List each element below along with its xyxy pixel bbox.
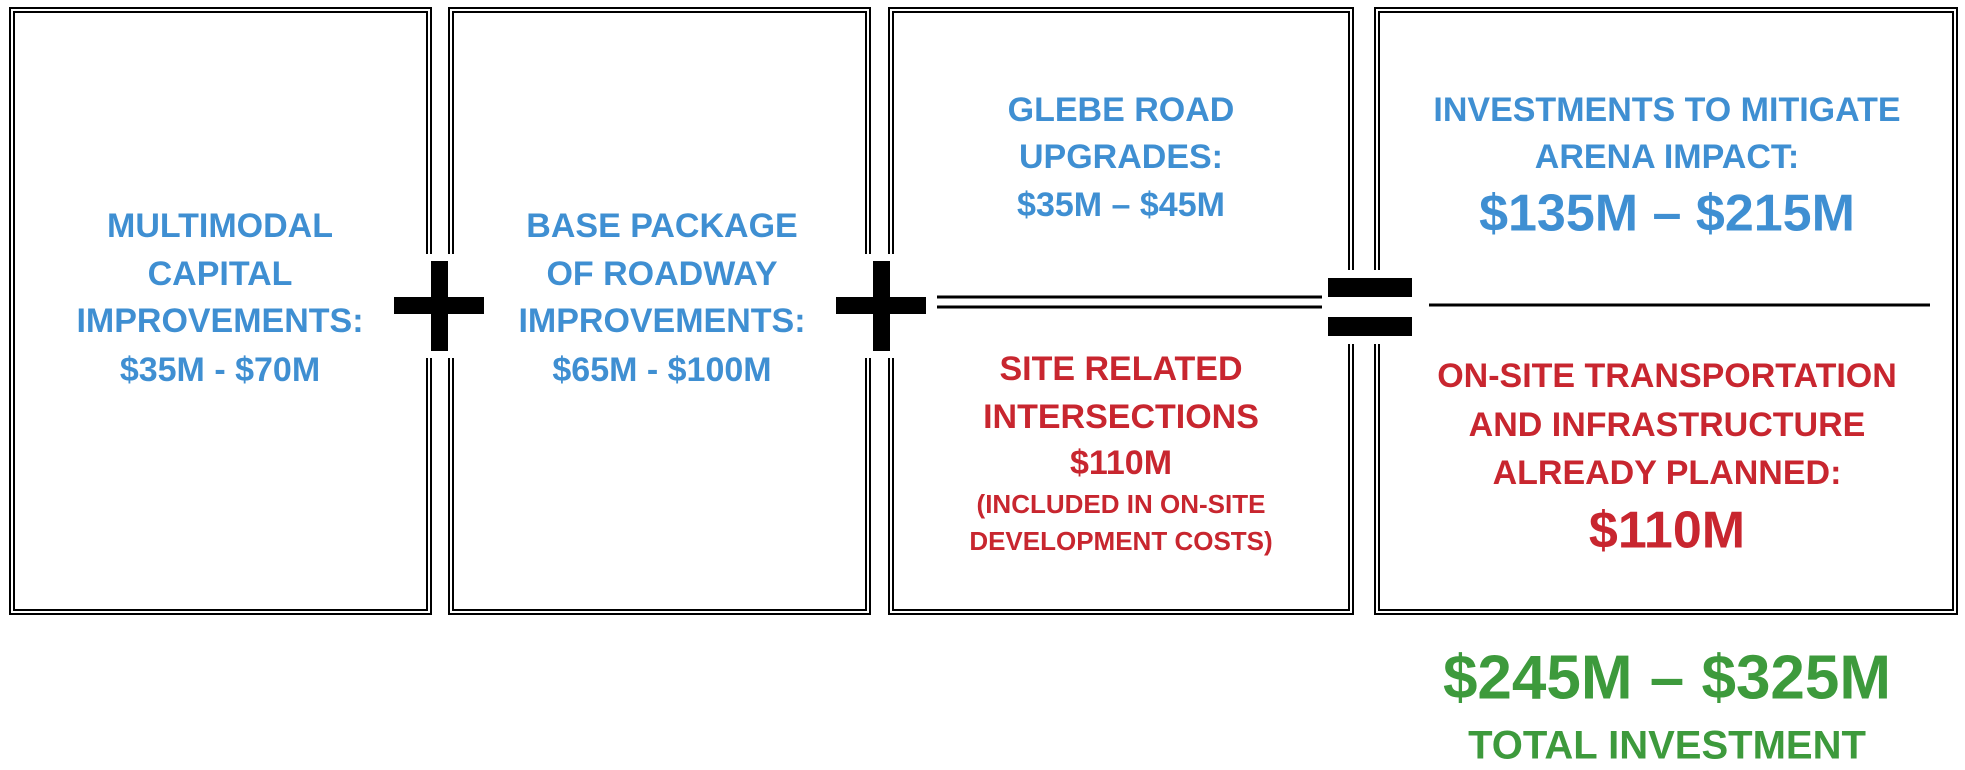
panel-note: (INCLUDED IN ON-SITE xyxy=(977,489,1266,519)
panel-amount: $35M – $45M xyxy=(1017,186,1225,224)
panel-text: GLEBE ROAD xyxy=(1008,91,1235,129)
plus-sign xyxy=(392,254,486,358)
panel-text: MULTIMODAL xyxy=(107,207,333,245)
panel-text: UPGRADES: xyxy=(1019,138,1223,176)
panel-text: ALREADY PLANNED: xyxy=(1493,454,1842,492)
plus-sign xyxy=(834,254,928,358)
panel-text: IMPROVEMENTS: xyxy=(518,302,805,340)
panel-amount: $135M – $215M xyxy=(1479,185,1855,243)
panel-text: ON-SITE TRANSPORTATION xyxy=(1437,357,1897,395)
panel-amount: $110M xyxy=(1589,502,1745,560)
panel-text: INVESTMENTS TO MITIGATE xyxy=(1433,91,1900,129)
panel-text: IMPROVEMENTS: xyxy=(76,302,363,340)
panel-amount: $110M xyxy=(1070,444,1172,482)
panel-text: AND INFRASTRUCTURE xyxy=(1469,406,1866,444)
panel-text: OF ROADWAY xyxy=(546,255,777,293)
panel-text: ARENA IMPACT: xyxy=(1535,138,1799,176)
panel-amount: $65M - $100M xyxy=(552,351,771,389)
equals-sign xyxy=(1324,270,1416,344)
panel-amount: $35M - $70M xyxy=(120,351,320,389)
panel-text: SITE RELATED xyxy=(999,350,1242,388)
panel-text: BASE PACKAGE xyxy=(526,207,797,245)
panel-text: INTERSECTIONS xyxy=(983,398,1259,436)
total-amount: $245M – $325M xyxy=(1443,643,1891,712)
total-label: TOTAL INVESTMENT xyxy=(1468,724,1866,768)
panel-text: CAPITAL xyxy=(148,255,293,293)
panel-note: DEVELOPMENT COSTS) xyxy=(969,526,1272,556)
